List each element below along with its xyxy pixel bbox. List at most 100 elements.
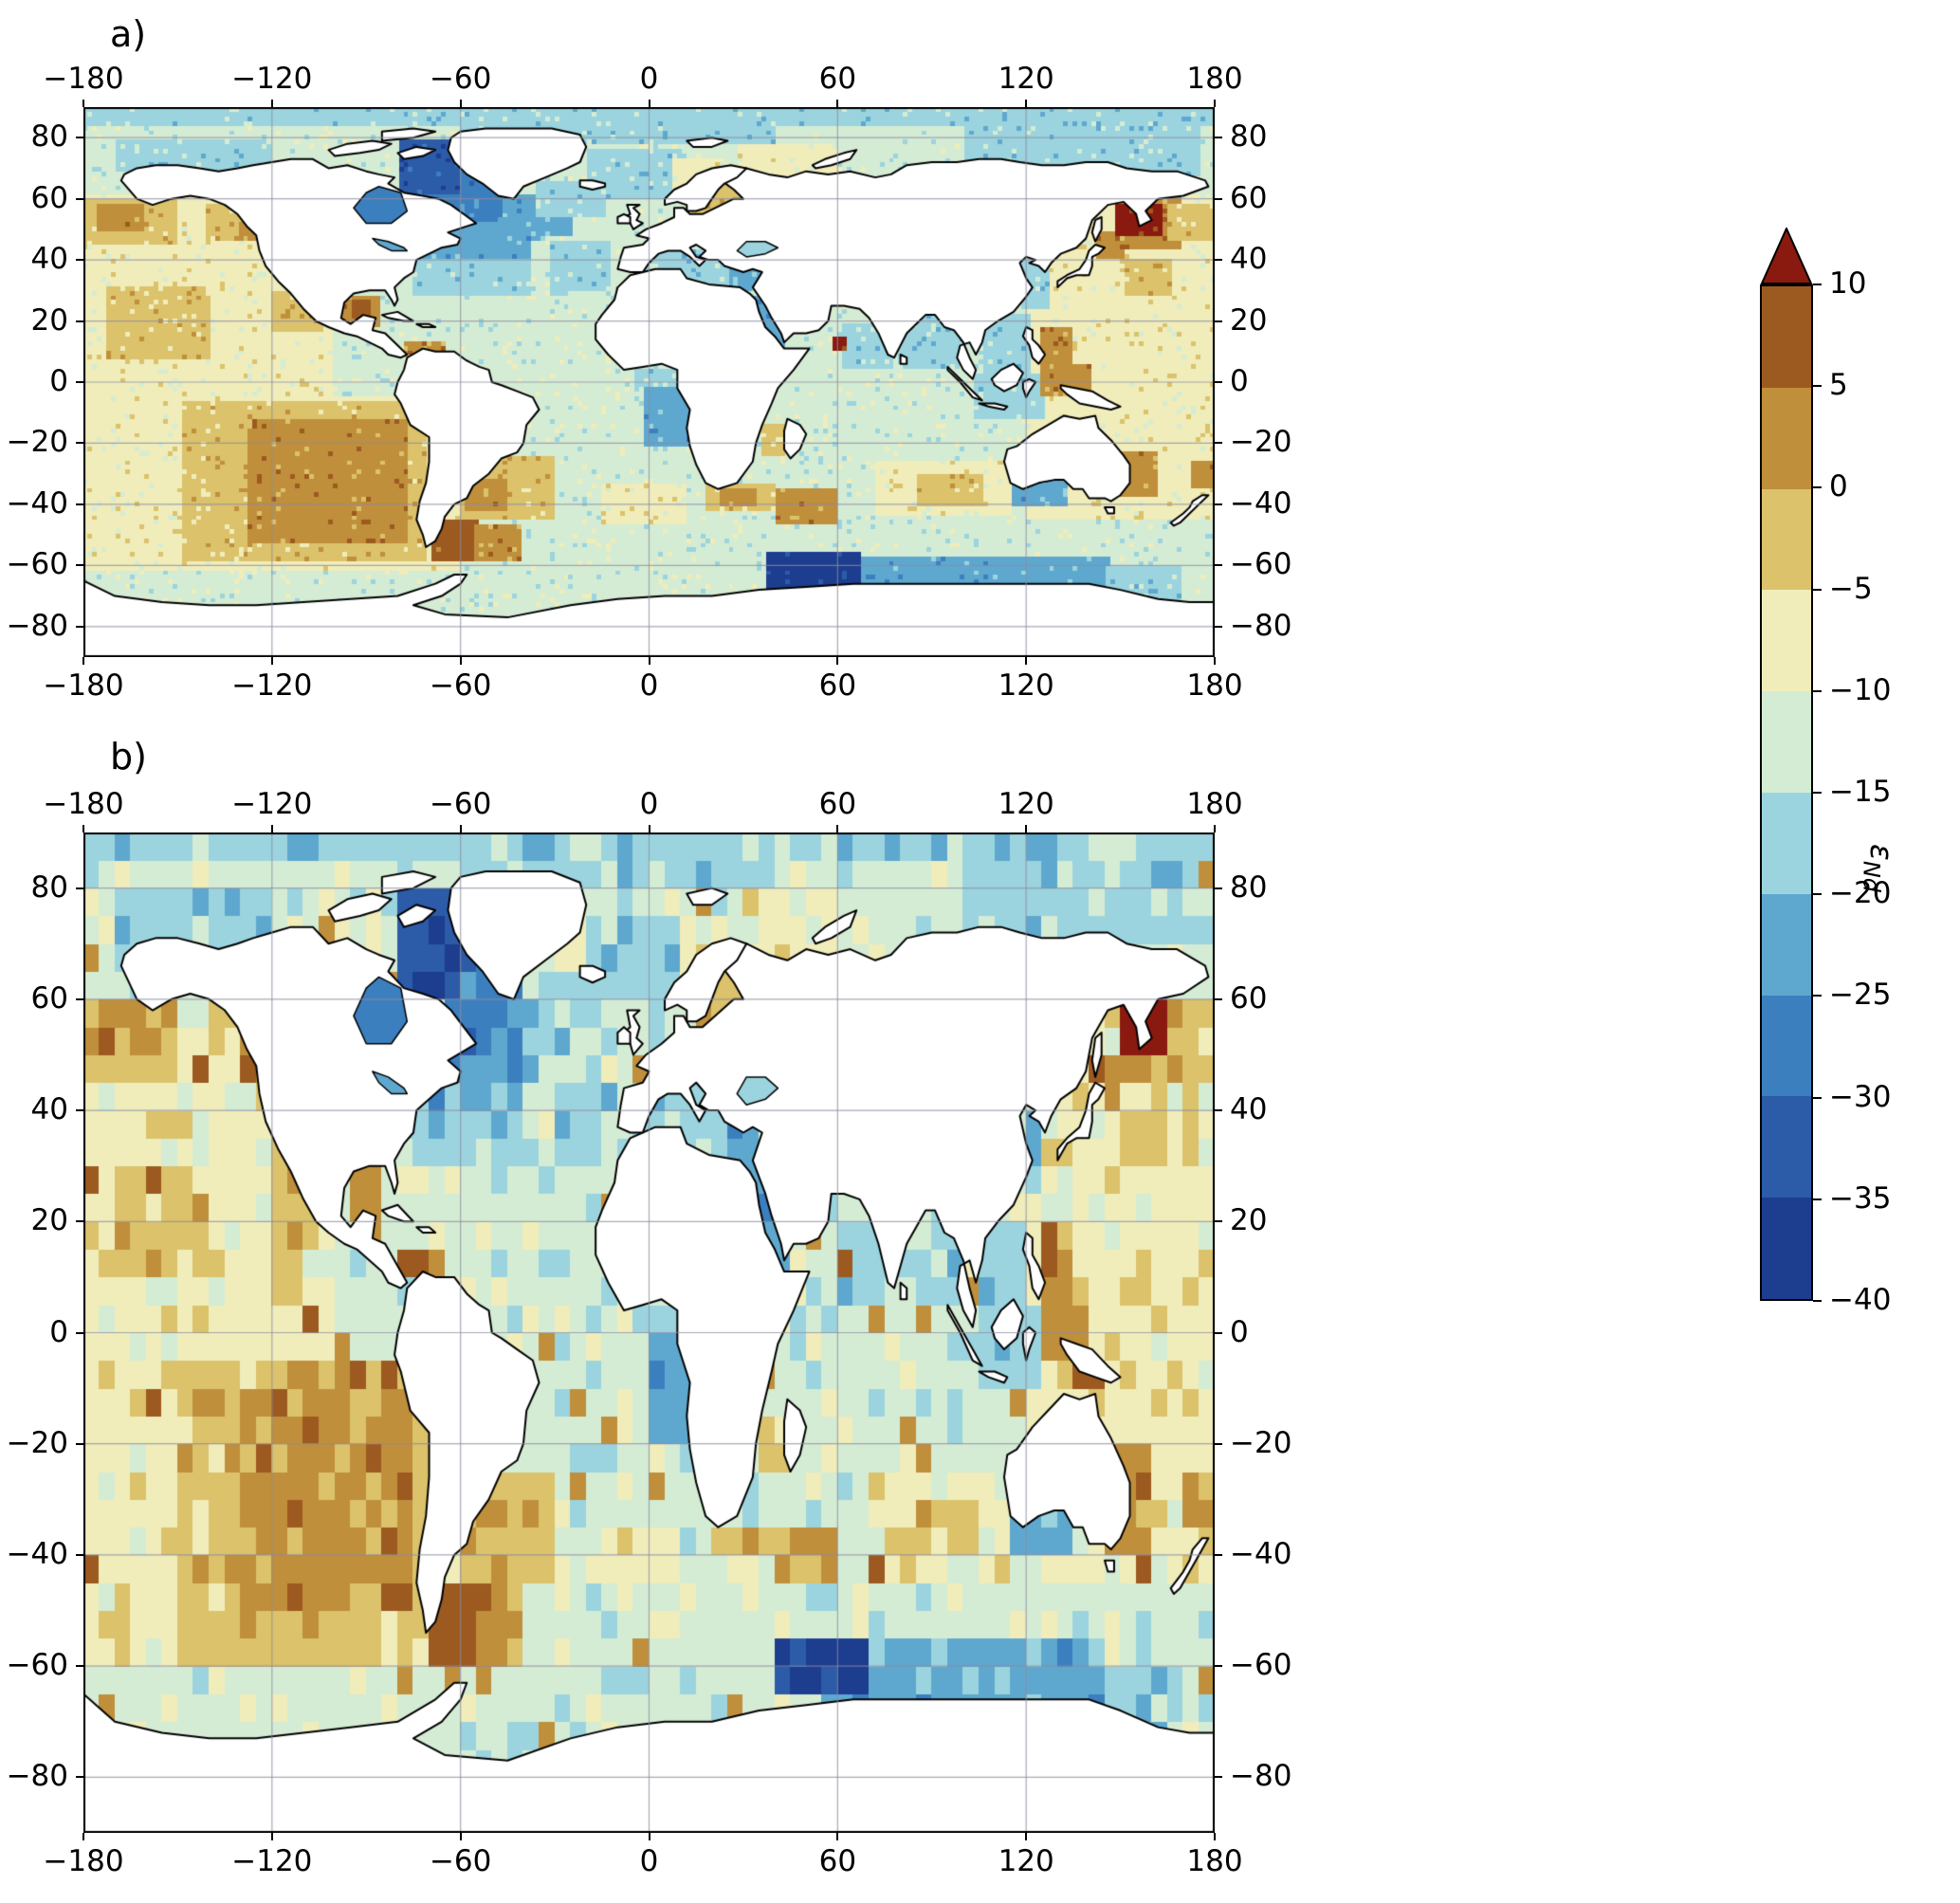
x-tick-label: 180 [1186, 668, 1243, 703]
x-tick-mark [459, 100, 462, 107]
x-tick-mark [270, 825, 273, 833]
y-tick-mark [76, 564, 83, 567]
y-tick-mark [1215, 1109, 1222, 1112]
y-tick-mark [76, 1220, 83, 1223]
colorbar-segment [1762, 691, 1811, 793]
y-tick-label: −60 [6, 1648, 68, 1683]
x-tick-label: −120 [231, 787, 313, 821]
x-tick-mark [1214, 100, 1216, 107]
x-tick-mark [836, 657, 839, 665]
y-tick-mark [1215, 503, 1222, 505]
map-panel-b [83, 833, 1215, 1833]
y-tick-label: 60 [1230, 180, 1268, 215]
x-tick-mark [1025, 657, 1028, 665]
y-tick-label: −60 [1230, 1648, 1292, 1683]
x-tick-label: −60 [429, 668, 492, 703]
x-tick-mark [836, 1833, 839, 1840]
colorbar-tick-label: 0 [1829, 469, 1848, 504]
x-tick-label: 180 [1186, 787, 1243, 821]
x-tick-mark [82, 825, 84, 833]
y-tick-label: 20 [1230, 302, 1268, 338]
y-tick-label: 60 [30, 980, 68, 1016]
colorbar-tick-mark [1813, 588, 1822, 591]
x-tick-mark [459, 825, 462, 833]
x-tick-label: 0 [639, 668, 659, 703]
y-tick-label: 40 [1230, 242, 1268, 277]
y-tick-mark [1215, 381, 1222, 383]
x-tick-mark [1025, 825, 1028, 833]
panel-b-label: b) [110, 736, 147, 778]
y-tick-mark [76, 320, 83, 322]
y-tick-mark [1215, 320, 1222, 322]
y-tick-mark [76, 1665, 83, 1668]
x-tick-mark [270, 1833, 273, 1840]
y-tick-label: −80 [1230, 1759, 1292, 1794]
x-tick-label: −180 [43, 787, 124, 821]
y-tick-label: 40 [30, 1092, 68, 1127]
y-tick-mark [76, 503, 83, 505]
colorbar-tick-label: −20 [1829, 876, 1892, 911]
y-tick-mark [1215, 1665, 1222, 1668]
y-tick-label: −80 [6, 608, 68, 643]
colorbar-tick-mark [1813, 486, 1822, 489]
y-tick-label: −40 [6, 1536, 68, 1571]
y-tick-mark [76, 887, 83, 889]
y-tick-mark [1215, 1331, 1222, 1334]
x-tick-mark [82, 1833, 84, 1840]
y-tick-mark [76, 197, 83, 200]
x-tick-label: −60 [429, 62, 492, 96]
colorbar-tick-label: −30 [1829, 1079, 1892, 1114]
x-tick-mark [1214, 657, 1216, 665]
x-tick-label: 0 [639, 1844, 659, 1878]
colorbar-segment [1762, 387, 1811, 489]
colorbar-tick-label: 10 [1829, 266, 1867, 301]
y-tick-label: 0 [1230, 1314, 1249, 1349]
y-tick-mark [1215, 997, 1222, 1000]
colorbar-segment [1762, 488, 1811, 591]
x-tick-mark [459, 657, 462, 665]
colorbar-segment [1762, 995, 1811, 1097]
y-tick-label: 80 [30, 869, 68, 905]
y-tick-mark [1215, 197, 1222, 200]
x-tick-label: −120 [231, 668, 313, 703]
y-tick-mark [1215, 259, 1222, 262]
x-tick-mark [82, 657, 84, 665]
y-tick-mark [1215, 1442, 1222, 1445]
y-tick-mark [76, 1553, 83, 1556]
x-tick-label: 60 [818, 62, 857, 96]
x-tick-label: 180 [1186, 1844, 1243, 1878]
y-tick-label: 0 [49, 1314, 68, 1349]
map-panel-a [83, 107, 1215, 657]
x-tick-mark [270, 657, 273, 665]
x-tick-label: −120 [231, 62, 313, 96]
x-tick-mark [648, 825, 650, 833]
x-tick-mark [1025, 1833, 1028, 1840]
x-tick-label: 120 [998, 668, 1054, 703]
x-tick-label: −120 [231, 1844, 313, 1878]
y-tick-mark [76, 442, 83, 445]
y-tick-mark [76, 137, 83, 139]
y-tick-label: −80 [1230, 608, 1292, 643]
colorbar-tick-label: −40 [1829, 1283, 1892, 1317]
y-tick-label: −20 [6, 1425, 68, 1460]
colorbar-segment [1762, 893, 1811, 996]
x-tick-label: 0 [639, 62, 659, 96]
colorbar-tick-mark [1813, 792, 1822, 794]
x-tick-label: 0 [639, 787, 659, 821]
y-tick-label: −60 [1230, 547, 1292, 582]
y-tick-mark [76, 1776, 83, 1779]
colorbar-tick-label: −35 [1829, 1180, 1892, 1216]
y-tick-label: −80 [6, 1759, 68, 1794]
x-tick-mark [648, 1833, 650, 1840]
y-tick-label: 20 [30, 1203, 68, 1238]
y-tick-label: −40 [1230, 485, 1292, 521]
x-tick-label: 60 [818, 668, 857, 703]
x-tick-label: 180 [1186, 62, 1243, 96]
panel-a-label: a) [110, 13, 147, 55]
x-tick-label: −180 [43, 668, 124, 703]
x-tick-mark [1214, 1833, 1216, 1840]
y-tick-mark [1215, 442, 1222, 445]
colorbar-tick-mark [1813, 689, 1822, 692]
colorbar-tick-label: −10 [1829, 672, 1892, 707]
